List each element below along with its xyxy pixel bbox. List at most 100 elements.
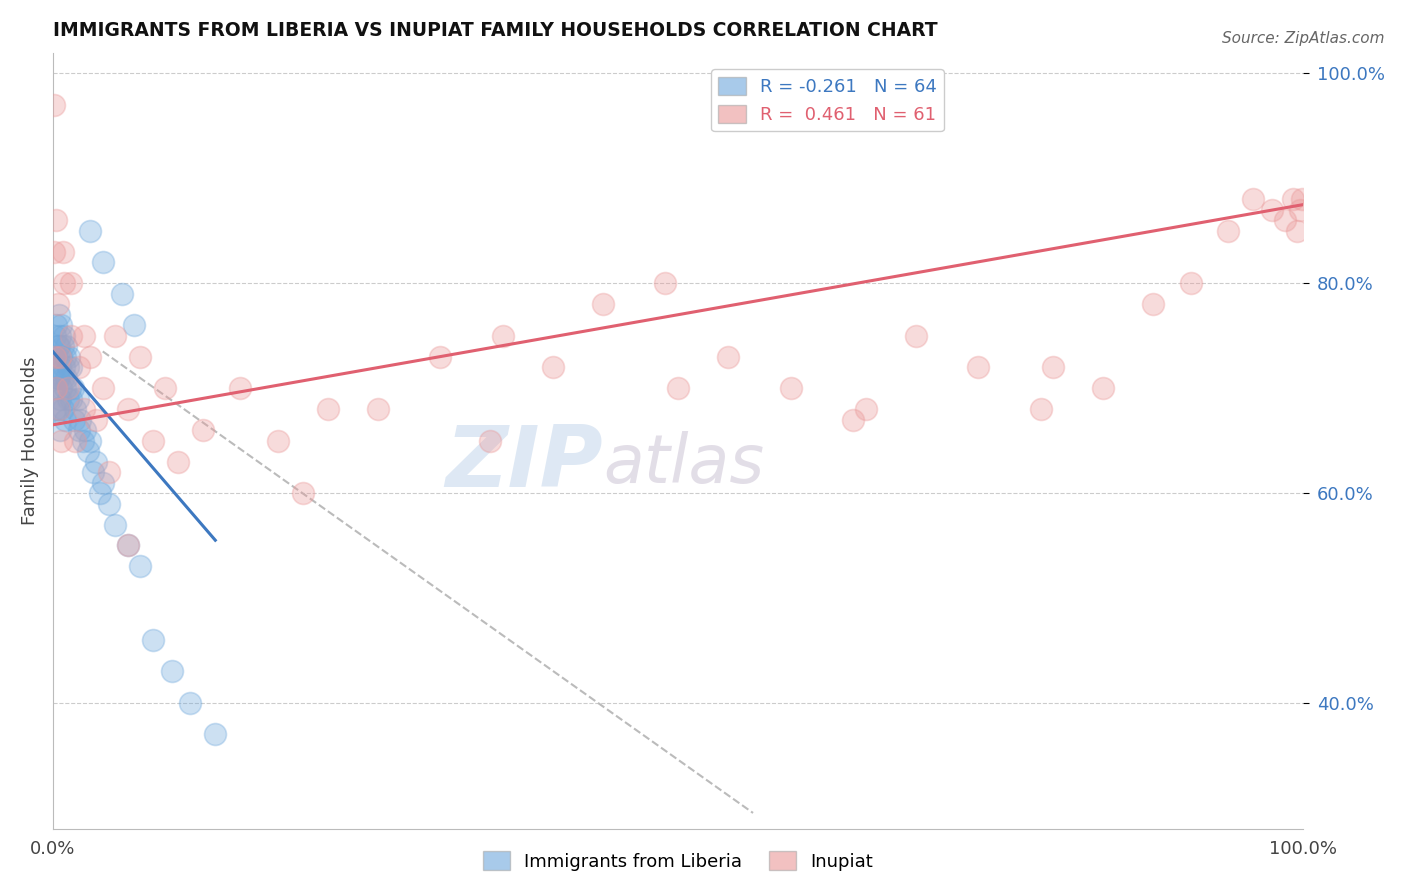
Point — [69, 412, 91, 426]
Point — [52, 402, 75, 417]
Point — [72, 434, 94, 448]
Point — [904, 328, 927, 343]
Point — [44, 350, 66, 364]
Point — [48, 402, 70, 417]
Point — [1042, 360, 1064, 375]
Point — [56, 360, 79, 375]
Point — [59, 381, 82, 395]
Point — [1218, 224, 1240, 238]
Point — [53, 360, 76, 375]
Text: ZIP: ZIP — [446, 423, 603, 506]
Point — [117, 539, 139, 553]
Point — [91, 381, 114, 395]
Point — [98, 465, 121, 479]
Point — [42, 381, 65, 395]
Point — [86, 412, 108, 426]
Point — [75, 423, 97, 437]
Point — [291, 486, 314, 500]
Point — [316, 402, 339, 417]
Point — [179, 696, 201, 710]
Point — [58, 350, 80, 364]
Point — [717, 350, 740, 364]
Point — [79, 350, 101, 364]
Point — [67, 423, 90, 437]
Point — [46, 402, 69, 417]
Point — [49, 360, 72, 375]
Point — [76, 444, 98, 458]
Point — [52, 339, 75, 353]
Point — [104, 328, 127, 343]
Point — [45, 213, 67, 227]
Point — [53, 412, 76, 426]
Point — [48, 402, 70, 417]
Point — [73, 328, 96, 343]
Point — [46, 297, 69, 311]
Point — [42, 350, 65, 364]
Point — [654, 277, 676, 291]
Point — [49, 392, 72, 406]
Point — [1029, 402, 1052, 417]
Point — [48, 339, 70, 353]
Point — [52, 370, 75, 384]
Point — [1291, 192, 1313, 206]
Point — [56, 392, 79, 406]
Point — [117, 539, 139, 553]
Point — [60, 277, 83, 291]
Point — [51, 318, 73, 333]
Point — [1092, 381, 1115, 395]
Point — [79, 434, 101, 448]
Point — [541, 360, 564, 375]
Point — [842, 412, 865, 426]
Text: atlas: atlas — [603, 431, 763, 497]
Point — [166, 454, 188, 468]
Point — [46, 339, 69, 353]
Point — [45, 381, 67, 395]
Point — [51, 350, 73, 364]
Point — [204, 727, 226, 741]
Point — [44, 402, 66, 417]
Point — [429, 350, 451, 364]
Point — [42, 244, 65, 259]
Point — [45, 381, 67, 395]
Point — [1274, 213, 1296, 227]
Point — [91, 475, 114, 490]
Point — [51, 381, 73, 395]
Point — [53, 381, 76, 395]
Point — [46, 370, 69, 384]
Point — [56, 381, 79, 395]
Point — [73, 402, 96, 417]
Point — [1180, 277, 1202, 291]
Point — [45, 350, 67, 364]
Point — [1241, 192, 1264, 206]
Point — [1282, 192, 1305, 206]
Point — [48, 308, 70, 322]
Point — [155, 381, 177, 395]
Point — [117, 402, 139, 417]
Point — [44, 360, 66, 375]
Point — [55, 339, 77, 353]
Point — [1142, 297, 1164, 311]
Point — [267, 434, 290, 448]
Point — [49, 328, 72, 343]
Point — [66, 392, 89, 406]
Point — [42, 98, 65, 112]
Point — [55, 370, 77, 384]
Point — [86, 454, 108, 468]
Text: Source: ZipAtlas.com: Source: ZipAtlas.com — [1222, 31, 1385, 46]
Point — [110, 286, 132, 301]
Point — [160, 665, 183, 679]
Point — [479, 434, 502, 448]
Point — [191, 423, 214, 437]
Point — [142, 434, 165, 448]
Point — [65, 434, 87, 448]
Point — [44, 328, 66, 343]
Point — [967, 360, 990, 375]
Point — [229, 381, 252, 395]
Y-axis label: Family Households: Family Households — [21, 356, 39, 524]
Point — [122, 318, 145, 333]
Point — [129, 350, 152, 364]
Point — [666, 381, 689, 395]
Point — [60, 392, 83, 406]
Point — [367, 402, 389, 417]
Point — [104, 517, 127, 532]
